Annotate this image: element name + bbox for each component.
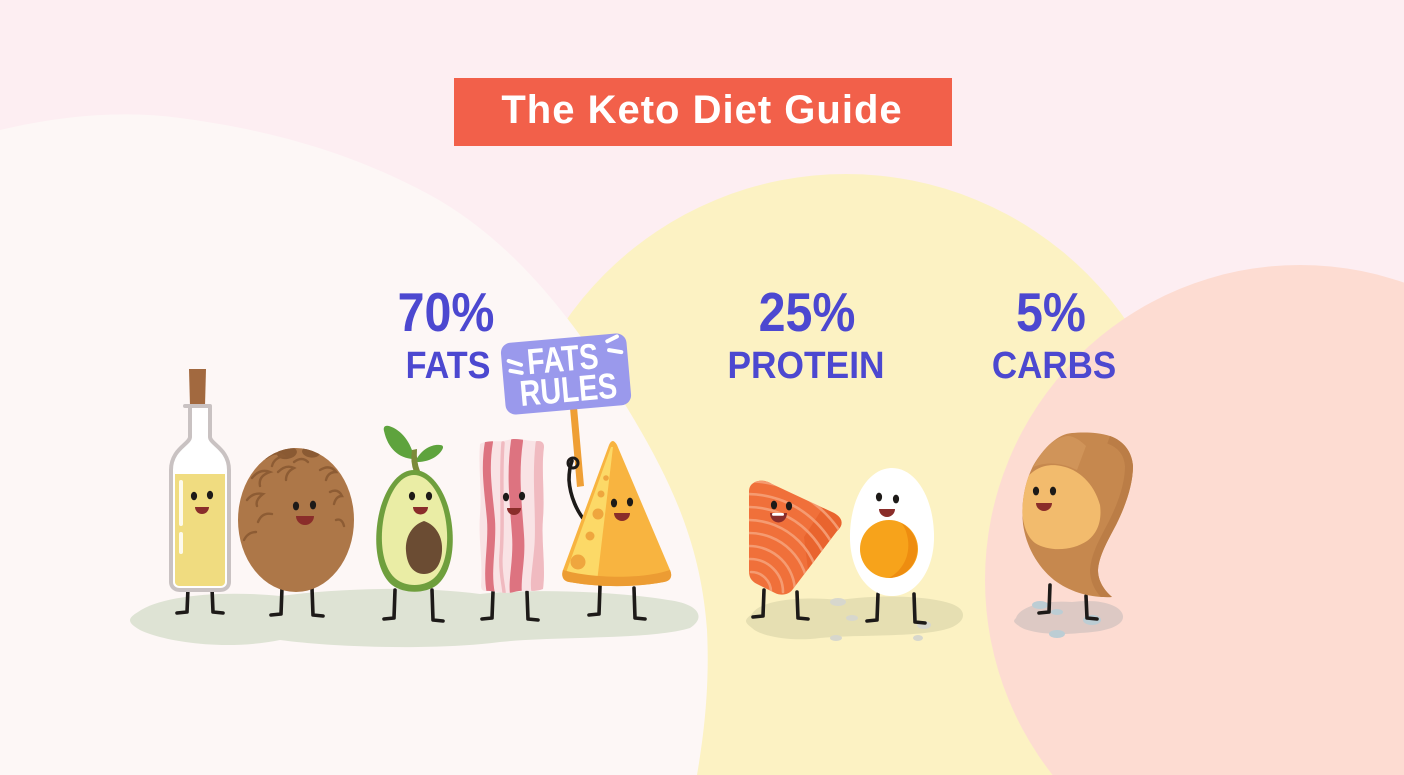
svg-text:RULES: RULES (518, 365, 619, 414)
svg-text:FATS: FATS (406, 343, 491, 386)
svg-text:70%: 70% (398, 281, 495, 343)
svg-text:The Keto Diet Guide: The Keto Diet Guide (501, 88, 902, 132)
svg-text:CARBS: CARBS (992, 344, 1116, 387)
svg-text:25%: 25% (759, 281, 856, 343)
svg-text:FATS: FATS (525, 335, 600, 382)
svg-text:5%: 5% (1016, 281, 1086, 343)
svg-text:PROTEIN: PROTEIN (727, 344, 884, 386)
